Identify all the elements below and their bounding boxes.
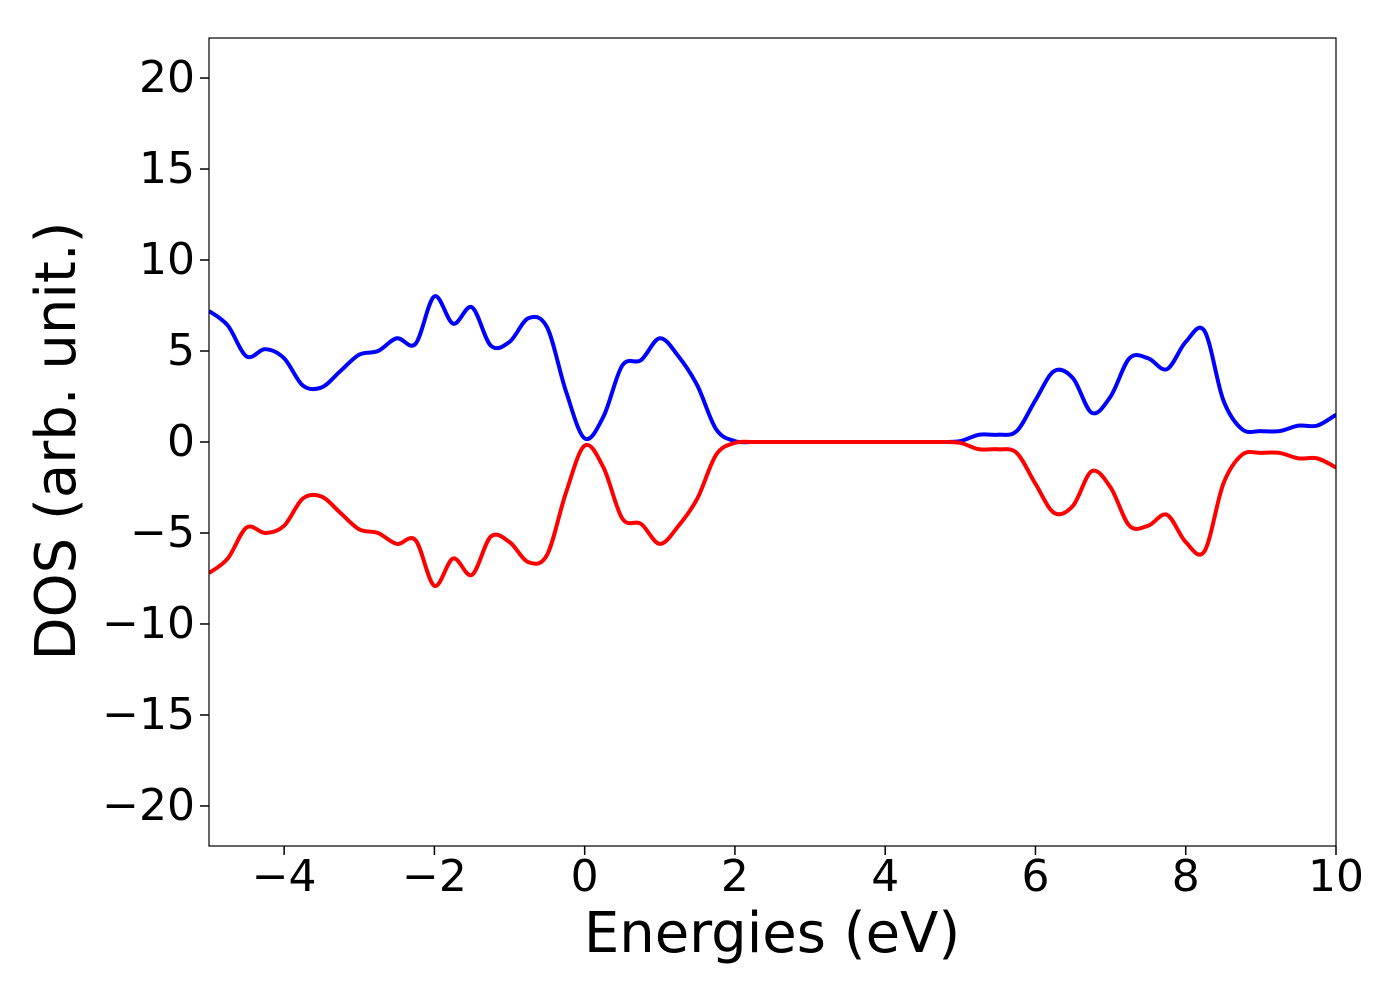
x-tick-label: 4: [871, 851, 899, 902]
y-tick-label: 15: [139, 143, 195, 194]
x-tick-label: 0: [571, 851, 599, 902]
x-tick-label: −2: [402, 851, 467, 902]
x-tick-label: 10: [1308, 851, 1364, 902]
y-tick-label: −10: [102, 598, 195, 649]
x-tick-label: 6: [1021, 851, 1049, 902]
x-tick-label: 2: [721, 851, 749, 902]
x-tick-label: 8: [1172, 851, 1200, 902]
y-tick-label: 10: [139, 234, 195, 285]
series-line: [209, 294, 1336, 445]
x-tick-label: −4: [252, 851, 317, 902]
plot-frame: [208, 37, 1337, 847]
y-tick-label: 0: [167, 416, 195, 467]
plot-area: [209, 294, 1336, 588]
y-tick-label: −20: [102, 780, 195, 831]
y-tick-label: 20: [139, 52, 195, 103]
y-tick-label: −15: [102, 689, 195, 740]
y-tick-label: 5: [167, 325, 195, 376]
y-tick-label: −5: [130, 507, 195, 558]
y-axis-label: DOS (arb. unit.): [24, 221, 89, 660]
series-line: [209, 439, 1336, 588]
x-axis-label: Energies (eV): [584, 901, 960, 966]
